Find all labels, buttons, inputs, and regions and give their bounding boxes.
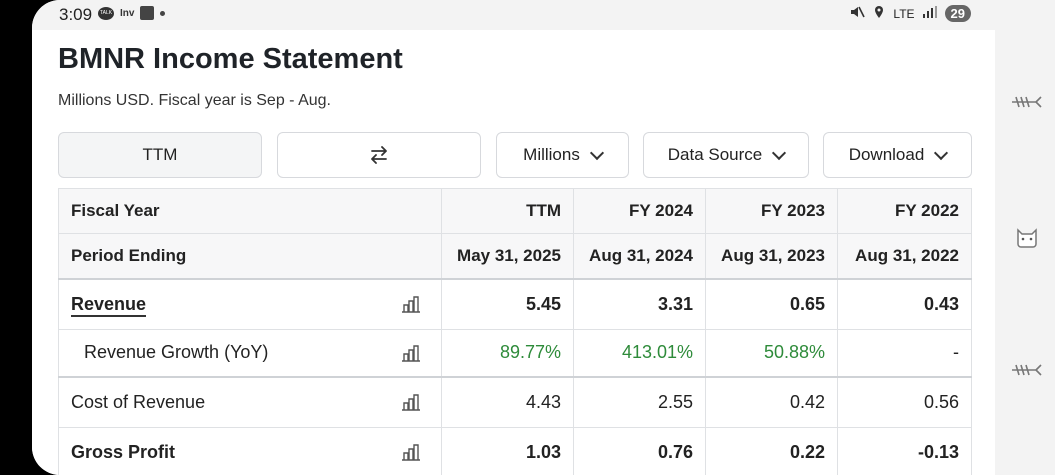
swap-arrows-icon: [371, 146, 387, 164]
chevron-down-icon: [934, 145, 949, 160]
table-cell: 5.45: [441, 278, 574, 330]
table-row-cost-of-revenue: Cost of Revenue 4.43 2.55 0.42 0.56: [58, 376, 972, 428]
period-ending-header-row: Period Ending May 31, 2025 Aug 31, 2024 …: [58, 233, 972, 280]
data-source-dropdown[interactable]: Data Source: [643, 132, 809, 178]
location-icon: [873, 5, 885, 22]
table-cell: 0.56: [837, 376, 972, 428]
column-header: FY 2024: [573, 188, 706, 234]
fiscal-year-label: Fiscal Year: [58, 188, 442, 234]
talk-icon: TALK: [98, 6, 114, 20]
network-type: LTE: [893, 6, 915, 21]
table-row-revenue-growth: Revenue Growth (YoY) 89.77% 413.01% 50.8…: [58, 328, 972, 378]
table-row-gross-profit: Gross Profit 1.03 0.76 0.22 -0.13: [58, 426, 972, 475]
fishbone-sticker-icon: [1010, 92, 1042, 117]
table-cell: 0.43: [837, 278, 972, 330]
income-statement-card: BMNR Income Statement Millions USD. Fisc…: [32, 30, 995, 475]
swap-order-button[interactable]: [277, 132, 481, 178]
bar-chart-icon[interactable]: [401, 393, 421, 411]
gross-profit-label: Gross Profit: [71, 441, 176, 462]
units-dropdown[interactable]: Millions: [496, 132, 629, 178]
bar-chart-icon[interactable]: [401, 344, 421, 362]
table-cell: 0.65: [705, 278, 838, 330]
table-cell: 0.22: [705, 426, 838, 475]
column-header: FY 2023: [705, 188, 838, 234]
period-ending-date: Aug 31, 2024: [573, 233, 706, 280]
battery-indicator: 29: [944, 5, 971, 22]
units-label: Millions: [523, 145, 580, 164]
mute-icon: [849, 5, 866, 22]
table-cell: 1.03: [441, 426, 574, 475]
table-cell: 89.77%: [441, 328, 574, 378]
table-cell: 0.42: [705, 376, 838, 428]
data-source-label: Data Source: [667, 145, 763, 164]
cat-sticker-icon: [1014, 224, 1040, 255]
period-ttm-label: TTM: [142, 145, 178, 164]
revenue-link[interactable]: Revenue: [71, 293, 147, 317]
row-label-cell: Revenue Growth (YoY): [58, 328, 442, 378]
cost-of-revenue-label: Cost of Revenue: [71, 391, 206, 412]
more-notifications-dot-icon: [160, 10, 166, 16]
table-cell: 3.31: [573, 278, 706, 330]
period-ending-date: Aug 31, 2023: [705, 233, 838, 280]
fiscal-year-header-row: Fiscal Year TTM FY 2024 FY 2023 FY 2022: [58, 188, 972, 234]
table-cell: 0.76: [573, 426, 706, 475]
period-ttm-button[interactable]: TTM: [58, 132, 262, 178]
bar-chart-icon[interactable]: [401, 295, 421, 313]
table-cell: 4.43: [441, 376, 574, 428]
revenue-growth-label: Revenue Growth (YoY): [84, 342, 269, 363]
column-header: FY 2022: [837, 188, 972, 234]
column-header: TTM: [441, 188, 574, 234]
status-bar: 3:09 TALK Inv LTE 29: [32, 0, 1055, 30]
row-label-cell: Cost of Revenue: [58, 376, 442, 428]
status-time: 3:09: [59, 5, 93, 24]
phone-screen: 3:09 TALK Inv LTE 29 BMNR Income Stateme…: [32, 0, 1055, 475]
fishbone-sticker-icon: [1010, 360, 1042, 385]
table-row-revenue: Revenue 5.45 3.31 0.65 0.43: [58, 278, 972, 330]
inv-icon: Inv: [120, 7, 135, 19]
page-title: BMNR Income Statement: [58, 43, 403, 75]
signal-icon: [922, 6, 937, 21]
table-cell: 50.88%: [705, 328, 838, 378]
page-subtitle: Millions USD. Fiscal year is Sep - Aug.: [58, 92, 331, 109]
period-ending-date: Aug 31, 2022: [837, 233, 972, 280]
row-label-cell: Gross Profit: [58, 426, 442, 475]
table-cell: -0.13: [837, 426, 972, 475]
table-cell: 2.55: [573, 376, 706, 428]
period-ending-date: May 31, 2025: [441, 233, 574, 280]
income-statement-table: Fiscal Year TTM FY 2024 FY 2023 FY 2022 …: [58, 188, 972, 475]
download-label: Download: [848, 145, 925, 164]
chevron-down-icon: [772, 145, 787, 160]
table-cell: -: [837, 328, 972, 378]
notification-square-icon: [140, 6, 155, 20]
row-label-cell: Revenue: [58, 278, 442, 330]
chevron-down-icon: [589, 145, 604, 160]
period-ending-label: Period Ending: [58, 233, 442, 280]
bar-chart-icon[interactable]: [401, 443, 421, 461]
table-cell: 413.01%: [573, 328, 706, 378]
download-dropdown[interactable]: Download: [823, 132, 972, 178]
